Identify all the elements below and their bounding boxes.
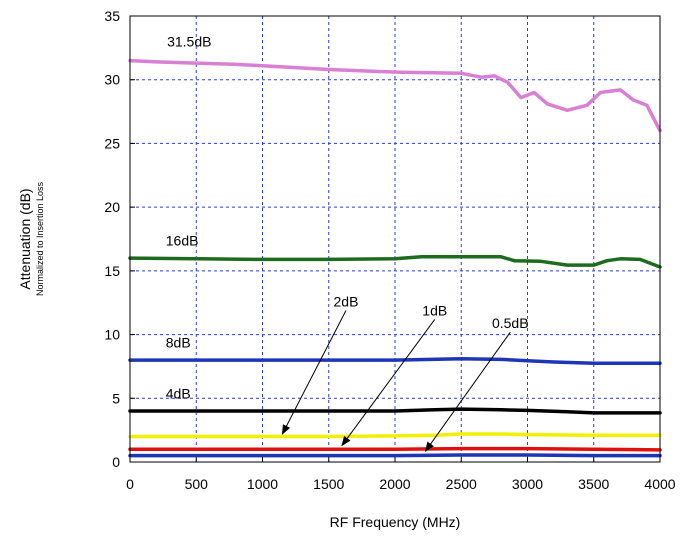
y-tick-label: 10 (104, 327, 120, 343)
series-line-0p5db (128, 453, 662, 458)
x-tick-label: 3000 (512, 476, 543, 492)
x-tick-label: 4000 (644, 476, 675, 492)
annotation-label-16db: 16dB (166, 232, 199, 248)
annotations: 31.5dB 16dB 8dB 4dB 2dB 1dB 0.5dB (166, 34, 529, 452)
y-tick-label: 20 (104, 199, 120, 215)
tick-labels: 0 500 1000 1500 2000 2500 3000 3500 4000 0 5 10 15 20… (104, 8, 675, 492)
series-line-2db (128, 432, 662, 439)
y-tick-label: 30 (104, 72, 120, 88)
series-line-1db (128, 446, 662, 452)
series-group (128, 58, 662, 458)
annotation-label-2db: 2dB (334, 294, 359, 310)
annotation-label-4db: 4dB (166, 385, 191, 401)
x-tick-label: 1500 (313, 476, 344, 492)
x-tick-label: 1000 (247, 476, 278, 492)
y-tick-label: 0 (112, 454, 120, 470)
x-tick-label: 0 (126, 476, 134, 492)
x-axis-title: RF Frequency (MHz) (330, 514, 461, 530)
series-line-8db (128, 357, 662, 365)
annotation-label-31p5db: 31.5dB (167, 34, 211, 50)
y-tick-label: 35 (104, 8, 120, 24)
x-tick-label: 2500 (446, 476, 477, 492)
annotation-label-8db: 8dB (166, 334, 191, 350)
y-tick-label: 5 (112, 390, 120, 406)
annotation-arrow-2db (281, 310, 347, 435)
x-tick-label: 3500 (578, 476, 609, 492)
y-axis-subtitle: Normalized to Insertion Loss (35, 181, 45, 296)
series-line-31p5db (128, 58, 662, 133)
y-tick-label: 25 (104, 135, 120, 151)
series-line-16db (128, 255, 662, 269)
x-tick-label: 500 (185, 476, 209, 492)
annotation-label-1db: 1dB (422, 302, 447, 318)
annotation-label-0p5db: 0.5dB (492, 315, 529, 331)
y-axis-title: Attenuation (dB) (17, 188, 33, 289)
grid (130, 16, 660, 462)
series-line-4db (128, 407, 662, 415)
annotation-arrow-1db (341, 319, 436, 447)
x-tick-label: 2000 (379, 476, 410, 492)
annotation-arrow-0p5db (424, 331, 511, 452)
y-tick-label: 15 (104, 263, 120, 279)
